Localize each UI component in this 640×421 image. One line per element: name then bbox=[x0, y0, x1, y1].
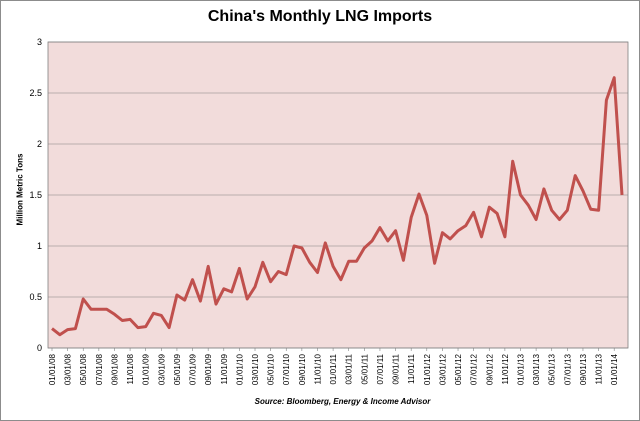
x-tick-label: 05/01/08 bbox=[79, 353, 88, 385]
x-tick-label: 05/01/11 bbox=[360, 353, 369, 384]
y-axis-ticks: 0 0.5 1 1.5 2 2.5 3 bbox=[29, 37, 42, 353]
x-tick-label: 07/01/10 bbox=[282, 353, 291, 385]
x-tick-label: 09/01/11 bbox=[392, 353, 401, 384]
x-tick-label: 07/01/08 bbox=[95, 353, 104, 385]
x-tick-label: 11/01/13 bbox=[595, 353, 604, 384]
x-tick-label: 03/01/09 bbox=[157, 353, 166, 385]
y-tick-label: 1 bbox=[37, 241, 42, 251]
x-tick-label: 11/01/09 bbox=[220, 353, 229, 384]
x-tick-label: 11/01/11 bbox=[407, 353, 416, 384]
x-tick-label: 07/01/11 bbox=[376, 353, 385, 384]
y-tick-label: 2.5 bbox=[29, 88, 42, 98]
x-tick-label: 03/01/08 bbox=[64, 353, 73, 385]
chart-title: China's Monthly LNG Imports bbox=[207, 8, 433, 25]
y-tick-label: 3 bbox=[37, 37, 42, 47]
x-tick-label: 05/01/13 bbox=[548, 353, 557, 385]
x-tick-label: 07/01/13 bbox=[563, 353, 572, 385]
x-tick-label: 11/01/08 bbox=[126, 353, 135, 384]
x-axis-ticks: 01/01/08 03/01/08 05/01/08 07/01/08 09/01/08… bbox=[48, 348, 619, 385]
x-tick-label: 03/01/11 bbox=[345, 353, 354, 384]
x-tick-label: 01/01/10 bbox=[235, 353, 244, 385]
x-tick-label: 01/01/09 bbox=[142, 353, 151, 385]
source-note: Source: Bloomberg, Energy & Income Advis… bbox=[254, 397, 431, 406]
x-tick-label: 09/01/13 bbox=[579, 353, 588, 385]
y-tick-label: 2 bbox=[37, 139, 42, 149]
x-tick-label: 05/01/12 bbox=[454, 353, 463, 385]
x-tick-label: 11/01/10 bbox=[313, 353, 322, 384]
x-tick-label: 05/01/09 bbox=[173, 353, 182, 385]
x-tick-label: 01/01/13 bbox=[516, 353, 525, 385]
x-tick-label: 05/01/10 bbox=[267, 353, 276, 385]
y-tick-label: 1.5 bbox=[29, 190, 42, 200]
x-tick-label: 01/01/12 bbox=[423, 353, 432, 385]
x-tick-label: 01/01/11 bbox=[329, 353, 338, 384]
x-tick-label: 03/01/13 bbox=[532, 353, 541, 385]
x-tick-label: 09/01/08 bbox=[110, 353, 119, 385]
y-tick-label: 0.5 bbox=[29, 292, 42, 302]
x-tick-label: 09/01/09 bbox=[204, 353, 213, 385]
x-tick-label: 09/01/10 bbox=[298, 353, 307, 385]
x-tick-label: 07/01/09 bbox=[189, 353, 198, 385]
x-tick-label: 01/01/08 bbox=[48, 353, 57, 385]
x-tick-label: 01/01/14 bbox=[610, 353, 619, 385]
series-line bbox=[51, 76, 624, 337]
x-tick-label: 09/01/12 bbox=[485, 353, 494, 385]
x-tick-label: 11/01/12 bbox=[501, 353, 510, 384]
x-tick-label: 03/01/10 bbox=[251, 353, 260, 385]
gridlines bbox=[48, 41, 628, 349]
x-tick-label: 07/01/12 bbox=[470, 353, 479, 385]
y-tick-label: 0 bbox=[37, 343, 42, 353]
x-tick-label: 03/01/12 bbox=[438, 353, 447, 385]
